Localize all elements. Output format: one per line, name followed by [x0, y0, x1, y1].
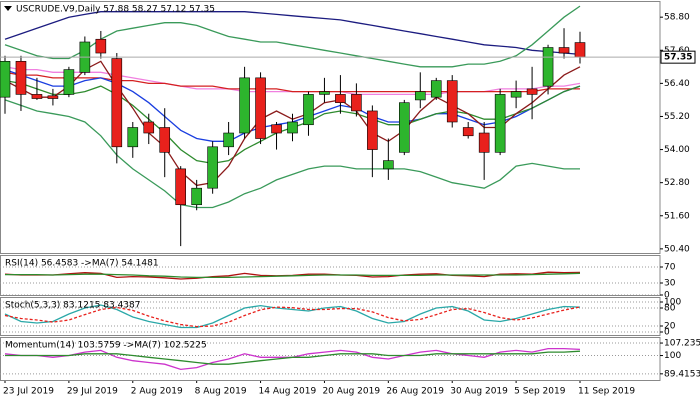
- panel-title: USCRUDE.V9,Daily 57.88 58.27 57.12 57.35: [16, 5, 215, 15]
- y-tick-label: 50.40: [664, 244, 690, 254]
- y-tick-label: 100: [664, 351, 681, 361]
- indicator-line: [5, 350, 581, 365]
- panel-title: Momentum(14) 103.5759 ->MA(7) 102.5225: [5, 341, 207, 351]
- panel-frame: [0, 337, 661, 381]
- indicator-line: [4, 304, 581, 329]
- candle-body: [574, 42, 586, 58]
- candle-body: [159, 127, 171, 153]
- indicator-line: [5, 272, 581, 279]
- candle-body: [127, 127, 139, 148]
- x-tick-label: 14 Aug 2019: [259, 387, 317, 397]
- y-tick-label: 54.00: [664, 145, 690, 155]
- x-tick-label: 2 Aug 2019: [131, 387, 183, 397]
- y-tick-label: 20: [664, 322, 676, 332]
- indicator-line: [4, 99, 580, 209]
- candle-body: [47, 95, 59, 99]
- x-tick-label: 29 Jul 2019: [67, 387, 118, 397]
- x-tick-label: 20 Aug 2019: [322, 387, 380, 397]
- y-tick-label: 55.20: [664, 112, 690, 122]
- candle-body: [191, 187, 202, 206]
- candle-body: [287, 121, 298, 134]
- candle-body: [239, 77, 250, 134]
- x-tick-label: 8 Aug 2019: [195, 387, 247, 397]
- candle-body: [558, 47, 570, 54]
- x-tick-label: 30 Aug 2019: [450, 387, 508, 397]
- y-tick-label: 51.60: [664, 211, 690, 221]
- y-tick-label: 56.40: [664, 79, 690, 89]
- candle-body: [271, 124, 282, 134]
- x-tick-label: 11 Sep 2019: [578, 387, 635, 397]
- candle-body: [446, 80, 458, 123]
- y-tick-label: 89.4153: [664, 369, 700, 379]
- candle-body: [31, 94, 43, 99]
- candle-body: [63, 69, 75, 95]
- candle-body: [462, 127, 474, 137]
- candle-body: [510, 91, 522, 98]
- panel-title: RSI(14) 56.4583 ->MA(7) 54.1481: [5, 259, 159, 269]
- indicator-line: [4, 306, 581, 328]
- plot-area: [0, 266, 660, 295]
- panel-frame: [0, 255, 661, 296]
- y-tick-label: 80: [664, 304, 676, 314]
- candle-body: [335, 94, 346, 103]
- y-tick-label: 70: [664, 263, 676, 273]
- x-tick-label: 5 Sep 2019: [514, 387, 566, 397]
- plot-area: [0, 342, 660, 375]
- candle-body: [430, 80, 442, 98]
- x-tick-label: 26 Aug 2019: [386, 387, 444, 397]
- candle-body: [414, 91, 426, 101]
- candle-body: [303, 94, 314, 126]
- y-tick-label: 30: [664, 279, 676, 289]
- last-price-label: 57.35: [664, 53, 692, 63]
- plot-area: [0, 301, 660, 333]
- y-tick-label: 0: [664, 291, 670, 301]
- x-tick-label: 23 Jul 2019: [3, 387, 54, 397]
- panel-title: Stoch(5,3,3) 83.1215 83.4387: [5, 301, 140, 311]
- plot-area: [0, 5, 660, 247]
- candle-body: [526, 88, 538, 95]
- candle-body: [494, 94, 506, 153]
- candle-body: [478, 132, 490, 153]
- last-price-box: [660, 50, 696, 64]
- y-tick-label: 58.80: [664, 13, 690, 23]
- candle-body: [207, 146, 218, 189]
- candle-body: [111, 58, 123, 148]
- candle-body: [175, 168, 186, 206]
- candle-body: [319, 91, 330, 95]
- panel-frame: [0, 297, 661, 336]
- y-tick-label: 0: [664, 328, 670, 338]
- candle-body: [367, 110, 378, 150]
- candle-body: [255, 77, 266, 139]
- candle-body: [399, 102, 410, 153]
- candle-body: [351, 94, 362, 112]
- menu-arrow: [4, 6, 12, 11]
- panel-frame: [0, 1, 661, 254]
- candle-body: [95, 38, 107, 54]
- candle-body: [223, 132, 234, 148]
- candle-body: [542, 47, 554, 87]
- candle-body: [0, 61, 11, 98]
- candle-body: [15, 61, 27, 95]
- y-tick-label: 52.80: [664, 178, 690, 188]
- indicator-line: [4, 11, 581, 56]
- candle-body: [383, 160, 394, 170]
- y-tick-label: 107.2357: [664, 339, 700, 349]
- y-tick-label: 100: [664, 298, 681, 308]
- candle-body: [143, 121, 155, 134]
